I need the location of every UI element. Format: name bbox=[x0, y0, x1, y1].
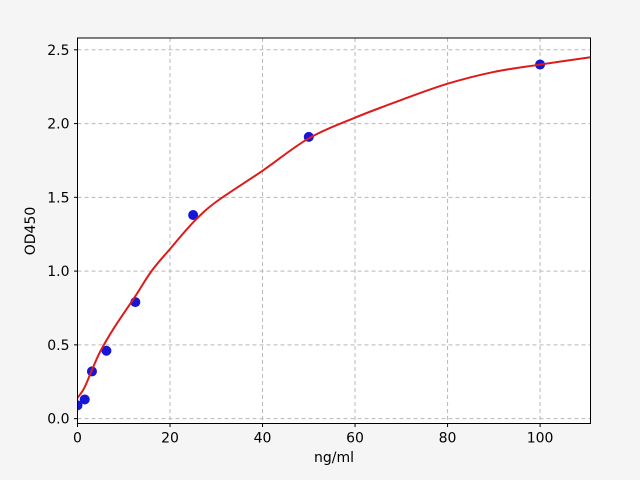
data-point bbox=[79, 394, 90, 405]
data-point bbox=[188, 210, 199, 221]
data-point bbox=[101, 345, 112, 356]
x-tick-label: 80 bbox=[439, 431, 457, 447]
x-axis-label: ng/ml bbox=[313, 450, 354, 466]
x-tick-label: 40 bbox=[254, 431, 272, 447]
x-tick-label: 60 bbox=[346, 431, 364, 447]
x-tick-label: 20 bbox=[161, 431, 179, 447]
y-tick-label: 1.5 bbox=[47, 190, 69, 206]
plot-area bbox=[77, 38, 591, 424]
fit-curve bbox=[77, 56, 591, 399]
y-tick-label: 2.0 bbox=[47, 117, 69, 133]
y-tick-label: 0.0 bbox=[47, 412, 69, 428]
y-axis-label: OD450 bbox=[23, 206, 39, 256]
y-tick-label: 2.5 bbox=[47, 43, 69, 59]
y-tick-label: 0.5 bbox=[47, 338, 69, 354]
plot-border bbox=[77, 37, 591, 424]
x-tick-label: 0 bbox=[73, 431, 82, 447]
y-tick-label: 1.0 bbox=[47, 264, 69, 280]
x-tick-label: 100 bbox=[527, 431, 554, 447]
